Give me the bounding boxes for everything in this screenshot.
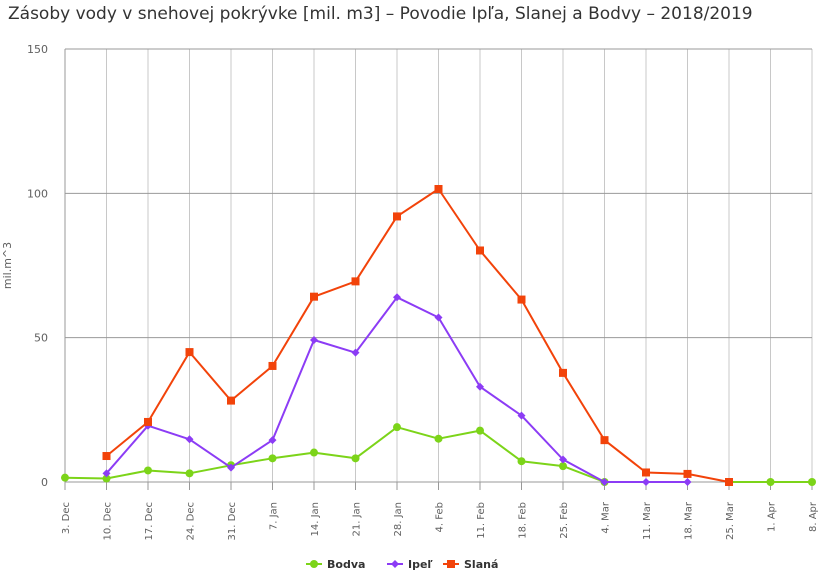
legend-label: Ipeľ: [408, 558, 433, 571]
legend-item-bodva[interactable]: Bodva: [306, 558, 365, 571]
x-tick-label: 28. Jan: [393, 502, 404, 537]
data-point[interactable]: [185, 435, 194, 444]
x-tick-label: 8. Apr: [808, 501, 819, 532]
data-point[interactable]: [559, 462, 567, 471]
data-point[interactable]: [600, 436, 609, 445]
data-point[interactable]: [185, 469, 194, 478]
y-tick-label: 0: [41, 476, 48, 489]
x-tick-label: 4. Feb: [435, 502, 446, 532]
y-axis-label: mil.m^3: [1, 242, 14, 289]
data-point[interactable]: [683, 469, 692, 478]
data-point[interactable]: [808, 478, 816, 486]
data-point[interactable]: [144, 466, 152, 475]
data-point[interactable]: [393, 293, 401, 302]
data-point[interactable]: [227, 463, 235, 472]
data-point[interactable]: [227, 396, 235, 405]
x-tick-label: 1. Apr: [767, 501, 778, 532]
x-tick-label: 24. Dec: [186, 502, 197, 540]
data-point[interactable]: [476, 246, 484, 255]
series-bodva: [61, 423, 816, 486]
grid: [64, 48, 813, 483]
data-point[interactable]: [434, 434, 443, 443]
legend-item-slaná[interactable]: Slaná: [443, 558, 498, 571]
x-tick-label: 21. Jan: [352, 502, 363, 537]
data-point[interactable]: [517, 457, 526, 466]
x-tick-label: 25. Mar: [725, 501, 736, 540]
legend-marker[interactable]: [447, 560, 455, 568]
data-point[interactable]: [351, 277, 360, 286]
data-point[interactable]: [102, 474, 111, 483]
data-point[interactable]: [559, 455, 567, 464]
data-point[interactable]: [185, 348, 194, 357]
data-point[interactable]: [642, 478, 650, 486]
data-point[interactable]: [351, 454, 360, 463]
x-tick-label: 10. Dec: [103, 502, 114, 540]
legend-marker[interactable]: [391, 560, 399, 568]
legend-item-ipeľ[interactable]: Ipeľ: [387, 558, 433, 571]
data-point[interactable]: [683, 478, 692, 486]
x-tick-label: 31. Dec: [227, 502, 238, 540]
axes: 0 50 100 150 3. Dec 10. Dec 17. Dec 24. Dec 31. …: [27, 43, 819, 540]
data-point[interactable]: [268, 361, 277, 370]
data-point[interactable]: [268, 436, 277, 445]
data-point[interactable]: [144, 417, 152, 426]
data-point[interactable]: [102, 452, 111, 461]
data-point[interactable]: [310, 448, 318, 457]
x-tick-label: 11. Feb: [476, 502, 487, 539]
data-point[interactable]: [310, 292, 318, 301]
data-point[interactable]: [102, 469, 111, 478]
legend-label: Bodva: [327, 558, 365, 571]
x-tick-label: 3. Dec: [61, 502, 72, 534]
data-point[interactable]: [766, 478, 775, 486]
y-tick-label: 100: [27, 187, 48, 200]
data-point[interactable]: [476, 426, 484, 435]
data-point[interactable]: [476, 382, 484, 391]
legend-label: Slaná: [464, 558, 498, 571]
data-point[interactable]: [434, 185, 443, 194]
x-tick-label: 18. Mar: [684, 501, 695, 540]
x-tick-label: 11. Mar: [642, 501, 653, 540]
data-point[interactable]: [393, 212, 401, 221]
series-line: [105, 188, 730, 483]
data-point[interactable]: [310, 335, 318, 344]
data-point[interactable]: [517, 411, 526, 420]
series-ipeľ: [102, 293, 692, 486]
x-tick-label: 17. Dec: [144, 502, 155, 540]
data-point[interactable]: [725, 478, 733, 486]
data-point[interactable]: [393, 423, 401, 432]
data-point[interactable]: [642, 468, 650, 477]
x-tick-label: 25. Feb: [559, 502, 570, 539]
x-tick-label: 7. Jan: [269, 502, 280, 530]
chart-title: Zásoby vody v snehovej pokrývke [mil. m3…: [8, 4, 753, 24]
y-tick-label: 50: [34, 332, 48, 345]
series: [61, 185, 816, 486]
x-tick-label: 4. Mar: [601, 501, 612, 533]
data-point[interactable]: [61, 473, 69, 482]
data-point[interactable]: [268, 454, 277, 463]
data-point[interactable]: [559, 368, 567, 377]
series-slaná: [102, 185, 733, 486]
data-point[interactable]: [434, 313, 443, 322]
y-tick-label: 150: [27, 43, 48, 56]
x-tick-label: 14. Jan: [310, 502, 321, 537]
data-point[interactable]: [351, 348, 360, 357]
data-point[interactable]: [600, 478, 609, 486]
legend[interactable]: Bodva Ipeľ Slaná: [306, 558, 498, 571]
data-point[interactable]: [517, 295, 526, 304]
legend-marker[interactable]: [310, 560, 318, 568]
x-tick-label: 18. Feb: [518, 502, 529, 539]
